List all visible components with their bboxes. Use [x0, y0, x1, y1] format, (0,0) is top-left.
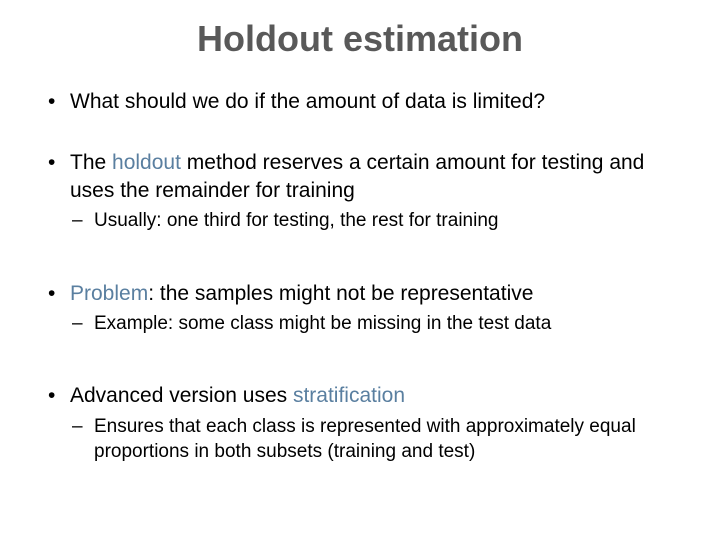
- bullet-2-sublist: Usually: one third for testing, the rest…: [70, 208, 680, 234]
- spacer: [44, 115, 680, 149]
- bullet-3-post: : the samples might not be representativ…: [148, 282, 533, 305]
- bullet-4-accent: stratification: [293, 384, 405, 407]
- bullet-1-text: What should we do if the amount of data …: [70, 90, 545, 113]
- bullet-3: Problem: the samples might not be repres…: [44, 280, 680, 337]
- bullet-3-sub1: Example: some class might be missing in …: [70, 311, 680, 337]
- spacer: [44, 336, 680, 382]
- bullet-4-pre: Advanced version uses: [70, 384, 293, 407]
- spacer: [44, 234, 680, 280]
- bullet-2-sub1-text: Usually: one third for testing, the rest…: [94, 210, 498, 231]
- bullet-3-sub1-text: Example: some class might be missing in …: [94, 313, 551, 334]
- bullet-2-pre: The: [70, 151, 112, 174]
- page-title: Holdout estimation: [40, 18, 680, 60]
- slide-container: Holdout estimation What should we do if …: [0, 0, 720, 540]
- bullet-1: What should we do if the amount of data …: [44, 88, 680, 115]
- bullet-3-sublist: Example: some class might be missing in …: [70, 311, 680, 337]
- bullet-4-sub1-text: Ensures that each class is represented w…: [94, 416, 636, 463]
- bullet-4-sub1: Ensures that each class is represented w…: [70, 414, 680, 465]
- bullet-4-sublist: Ensures that each class is represented w…: [70, 414, 680, 465]
- bullet-list: What should we do if the amount of data …: [44, 88, 680, 465]
- bullet-2-accent: holdout: [112, 151, 181, 174]
- bullet-2-sub1: Usually: one third for testing, the rest…: [70, 208, 680, 234]
- bullet-2: The holdout method reserves a certain am…: [44, 149, 680, 233]
- bullet-4: Advanced version uses stratification Ens…: [44, 382, 680, 465]
- content-area: What should we do if the amount of data …: [40, 88, 680, 465]
- bullet-3-accent: Problem: [70, 282, 148, 305]
